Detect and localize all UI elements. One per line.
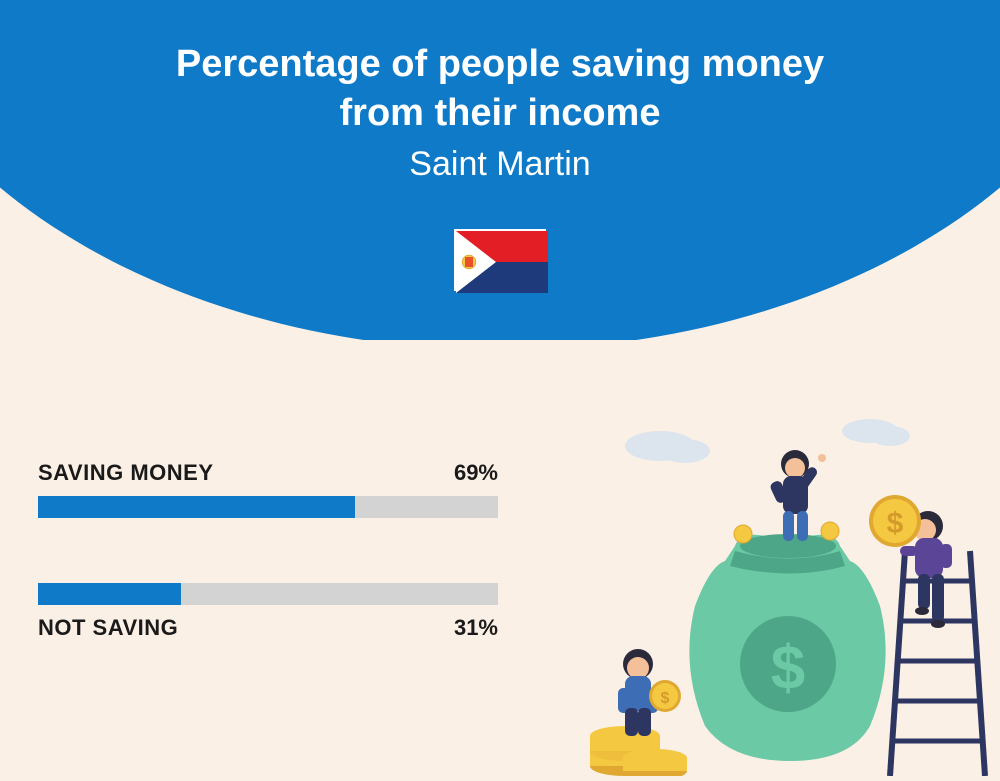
subtitle: Saint Martin	[0, 145, 1000, 184]
bar-fill	[38, 583, 181, 605]
svg-text:$: $	[887, 507, 904, 540]
bar-label-row: NOT SAVING 31%	[38, 615, 498, 641]
bar-value: 31%	[454, 615, 498, 641]
svg-text:$: $	[661, 690, 670, 707]
header-content: Percentage of people saving money from t…	[0, 40, 1000, 184]
bar-fill	[38, 496, 355, 518]
bar-label: NOT SAVING	[38, 615, 178, 641]
title-line2: from their income	[340, 92, 661, 134]
title-line1: Percentage of people saving money	[176, 43, 824, 85]
bar-value: 69%	[454, 460, 498, 486]
title: Percentage of people saving money from t…	[0, 40, 1000, 139]
bar-track	[38, 583, 498, 605]
bar-label: SAVING MONEY	[38, 460, 214, 486]
savings-illustration: $ $	[570, 416, 1000, 776]
bars-container: SAVING MONEY 69% NOT SAVING 31%	[38, 460, 498, 641]
bar-label-row: SAVING MONEY 69%	[38, 460, 498, 486]
bar-track	[38, 496, 498, 518]
bar-group-saving: SAVING MONEY 69%	[38, 460, 498, 518]
flag-saint-martin	[454, 229, 546, 291]
svg-text:$: $	[771, 634, 805, 703]
bar-group-notsaving: NOT SAVING 31%	[38, 583, 498, 641]
